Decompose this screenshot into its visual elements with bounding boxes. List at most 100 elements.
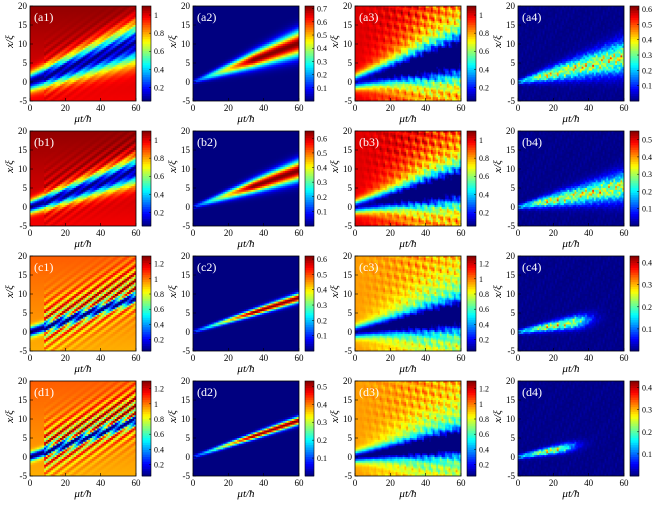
colorbar-step [142, 22, 151, 26]
heatmap-cell [251, 19, 254, 22]
heatmap-cell [238, 17, 242, 20]
heatmap-cell [114, 55, 117, 58]
heatmap-cell [33, 49, 36, 52]
heatmap-cell [68, 28, 72, 32]
heatmap-cell [253, 44, 256, 47]
heatmap-cell [45, 30, 49, 33]
heatmap-cell [120, 45, 123, 49]
heatmap-cell [51, 55, 54, 58]
heatmap-cell [254, 15, 257, 18]
colorbar-step [142, 96, 151, 100]
heatmap-cell [221, 70, 224, 73]
heatmap-cell [235, 9, 238, 13]
heatmap-cell [121, 74, 125, 77]
heatmap-cell [81, 17, 84, 20]
heatmap-cell [215, 89, 219, 92]
heatmap-cell [51, 97, 54, 100]
heatmap-cell [30, 89, 33, 92]
heatmap-cell [205, 47, 208, 51]
heatmap-cell [114, 99, 117, 101]
heatmap-cell [60, 44, 63, 47]
heatmap-cell [42, 87, 45, 90]
colorbar-tick-label: 0.8 [154, 29, 164, 38]
heatmap-cell [246, 23, 249, 26]
heatmap-cell [102, 72, 105, 75]
heatmap-cell [254, 68, 257, 71]
heatmap-cell [212, 72, 215, 75]
heatmap-cell [130, 57, 133, 60]
heatmap-cell [231, 99, 235, 101]
heatmap-cell [67, 26, 70, 30]
heatmap-cell [224, 26, 227, 30]
heatmap-cell [91, 45, 94, 49]
heatmap-cell [81, 59, 84, 62]
heatmap-cell [72, 64, 75, 68]
heatmap-cell [217, 13, 220, 16]
heatmap-cell [235, 66, 238, 70]
heatmap-cell [30, 23, 33, 26]
heatmap-cell [104, 89, 107, 92]
heatmap-cell [233, 83, 236, 87]
heatmap-cell [253, 25, 256, 28]
heatmap-cell [88, 15, 91, 18]
heatmap-cell [193, 51, 196, 54]
heatmap-cell [116, 70, 119, 73]
heatmap-cell [98, 19, 102, 22]
heatmap-cell [134, 32, 136, 35]
heatmap-cell [231, 83, 235, 87]
heatmap-cell [42, 66, 45, 70]
heatmap-cell [70, 74, 73, 77]
heatmap-cell [120, 72, 123, 75]
heatmap-cell [226, 57, 229, 60]
heatmap-cell [33, 38, 36, 41]
heatmap-cell [228, 13, 231, 16]
heatmap-cell [33, 61, 36, 64]
heatmap-cell [111, 51, 114, 54]
heatmap-cell [51, 59, 54, 62]
heatmap-cell [72, 61, 75, 64]
heatmap-cell [91, 28, 94, 32]
heatmap-cell [105, 40, 109, 43]
heatmap-cell [84, 68, 87, 71]
heatmap-cell [196, 15, 199, 18]
heatmap-cell [91, 64, 94, 68]
heatmap-cell [84, 53, 87, 56]
heatmap-cell [109, 57, 112, 60]
heatmap-cell [54, 36, 57, 39]
heatmap-cell [60, 55, 63, 58]
y-tick-label: 20 [18, 1, 28, 11]
heatmap-cell [118, 55, 121, 58]
heatmap-cell [226, 93, 229, 96]
heatmap-cell [91, 57, 94, 60]
heatmap-cell [109, 36, 112, 39]
heatmap-cell [90, 91, 93, 94]
heatmap-cell [242, 66, 245, 70]
heatmap-cell [95, 72, 98, 75]
heatmap-cell [116, 72, 119, 75]
heatmap-cell [249, 53, 252, 56]
heatmap-cell [68, 97, 72, 100]
heatmap-cell [63, 42, 66, 45]
heatmap-cell [258, 34, 261, 37]
heatmap-cell [256, 19, 259, 22]
heatmap-cell [246, 38, 249, 41]
heatmap-cell [51, 34, 54, 37]
heatmap-cell [207, 83, 210, 87]
heatmap-cell [193, 91, 196, 94]
heatmap-cell [83, 38, 86, 41]
heatmap-cell [207, 59, 210, 62]
heatmap-cell [198, 99, 201, 101]
heatmap-cell [224, 19, 227, 22]
heatmap-cell [45, 83, 49, 87]
heatmap-cell [134, 36, 136, 39]
colorbar-step [142, 8, 151, 12]
heatmap-cell [72, 78, 75, 81]
heatmap-cell [52, 15, 56, 18]
heatmap-cell [196, 72, 199, 75]
heatmap-cell [237, 23, 240, 26]
heatmap-cell [47, 64, 50, 68]
heatmap-cell [217, 38, 220, 41]
heatmap-cell [230, 91, 233, 94]
heatmap-cell [238, 80, 242, 83]
heatmap-cell [210, 47, 213, 51]
